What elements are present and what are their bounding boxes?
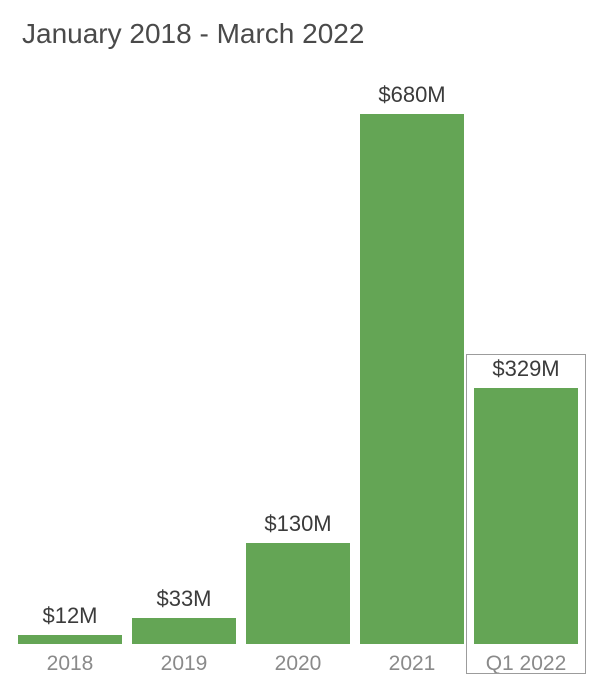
- bar-2018: [18, 635, 122, 644]
- x-axis-label: 2019: [132, 652, 236, 676]
- bar-2020: [246, 543, 350, 644]
- x-axis-label: Q1 2022: [474, 652, 578, 676]
- chart-column: $33M2019: [132, 60, 236, 644]
- chart-container: January 2018 - March 2022 $12M2018$33M20…: [0, 0, 600, 694]
- x-axis-label: 2018: [18, 652, 122, 676]
- chart-title: January 2018 - March 2022: [22, 18, 586, 50]
- chart-column: $130M2020: [246, 60, 350, 644]
- bar-value-label: $12M: [42, 603, 97, 629]
- chart-column: $12M2018: [18, 60, 122, 644]
- bar-q1-2022: [474, 388, 578, 644]
- x-axis-label: 2020: [246, 652, 350, 676]
- bar-value-label: $329M: [492, 356, 559, 382]
- bar-2019: [132, 618, 236, 644]
- chart-column: $329MQ1 2022: [474, 60, 578, 644]
- bar-value-label: $130M: [264, 511, 331, 537]
- bar-value-label: $680M: [378, 82, 445, 108]
- chart-column: $680M2021: [360, 60, 464, 644]
- bar-value-label: $33M: [156, 586, 211, 612]
- bar-chart: $12M2018$33M2019$130M2020$680M2021$329MQ…: [18, 60, 578, 680]
- x-axis-label: 2021: [360, 652, 464, 676]
- bar-2021: [360, 114, 464, 644]
